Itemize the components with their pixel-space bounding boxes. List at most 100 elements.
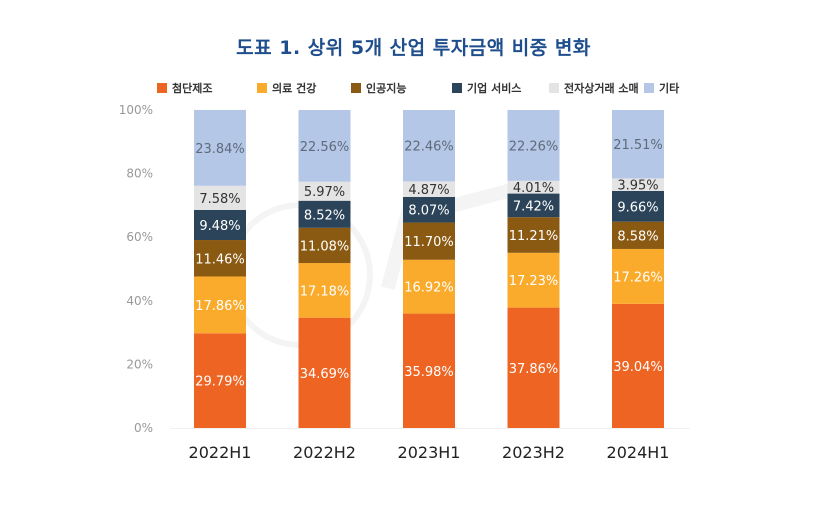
bar-segment [298,227,351,264]
data-label: 8.52% [304,208,345,223]
legend-swatch [452,83,462,93]
legend-swatch [644,83,654,93]
y-tick-label: 0% [134,421,153,435]
data-label: 39.04% [613,360,663,375]
data-label: 5.97% [304,185,345,200]
data-label: 17.18% [300,284,350,299]
x-axis: 2022H1 2022H2 2023H1 2023H2 2024H1 [189,443,670,462]
legend-label: 전자상거래 소매 [564,82,639,95]
x-tick-label: 2022H2 [293,443,356,462]
bar-segment [194,276,246,334]
legend-swatch [157,83,167,93]
data-label: 17.23% [509,274,559,289]
bar-segment [507,252,560,308]
x-tick-label: 2024H1 [607,443,670,462]
bar-segment [403,181,455,197]
bar-segment [612,190,664,222]
data-label: 7.42% [513,199,554,214]
bar-segment [507,307,560,428]
bar-segment [612,248,664,304]
bar-stack: 39.04% 17.26% 8.58% 9.66% 3.95% 21.51% [612,110,664,428]
legend-swatch [549,83,559,93]
data-label: 11.21% [509,229,559,244]
data-label: 3.95% [617,179,658,194]
y-tick-label: 60% [126,230,153,244]
bar-segment [612,178,664,191]
bar-segment [403,222,455,260]
bar-segment [298,263,351,318]
bar-segment [298,110,351,182]
data-label: 29.79% [195,375,245,390]
bar-segment [403,313,455,428]
bar-segment [298,200,351,228]
legend-item-enterprise-services: 기업 서비스 [452,80,521,96]
data-label: 4.01% [513,181,554,196]
bars: 29.79% 17.86% 11.46% 9.48% 7.58% 23.84% 34.69%… [194,109,664,428]
bar-segment [194,185,246,210]
data-label: 11.70% [404,235,454,250]
legend-item-ai: 인공지능 [351,80,406,96]
bar-stack: 35.98% 16.92% 11.70% 8.07% 4.87% 22.46% [403,110,455,428]
legend-label: 기타 [659,82,680,95]
data-label: 22.46% [404,140,454,155]
bar-segment [298,181,351,201]
data-label: 7.58% [199,192,240,207]
data-label: 35.98% [404,365,454,380]
bar-segment [194,109,246,186]
data-label: 34.69% [300,367,350,382]
data-label: 8.07% [408,204,449,219]
y-tick-label: 100% [119,103,153,117]
legend-label: 인공지능 [366,82,407,95]
x-tick-label: 2022H1 [189,443,252,462]
legend-label: 기업 서비스 [467,82,522,95]
bar-stack: 29.79% 17.86% 11.46% 9.48% 7.58% 23.84% [194,109,246,428]
bar-segment [403,196,455,223]
bar-stack: 34.69% 17.18% 11.08% 8.52% 5.97% 22.56% [298,110,351,428]
legend-label: 첨단제조 [172,82,213,95]
bar-stack: 37.86% 17.23% 11.21% 7.42% 4.01% 22.26% [507,110,560,428]
data-label: 37.86% [509,362,559,377]
y-axis: 0% 20% 40% 60% 80% 100% [119,103,153,435]
y-tick-label: 20% [126,357,153,371]
bar-segment [194,333,246,428]
legend-label: 의료 건강 [272,82,317,95]
bar-segment [403,259,455,314]
bar-segment [507,110,560,181]
data-label: 17.86% [195,299,245,314]
chart-title: 도표 1. 상위 5개 산업 투자금액 비중 변화 [236,37,591,59]
chart-legend: 첨단제조 의료 건강 인공지능 기업 서비스 전자상거래 소매 기타 [0,80,827,96]
bar-segment [612,110,664,179]
bar-segment [194,209,246,241]
bar-segment [403,110,455,182]
data-label: 23.84% [195,142,245,157]
data-label: 11.46% [195,252,245,267]
bar-segment [507,193,560,218]
x-tick-label: 2023H1 [398,443,461,462]
y-tick-label: 40% [126,294,153,308]
legend-item-other: 기타 [644,80,679,96]
data-label: 17.26% [613,270,663,285]
data-label: 22.26% [509,139,559,154]
data-label: 4.87% [408,183,449,198]
bar-segment [612,221,664,249]
watermark [227,178,531,348]
data-label: 21.51% [613,138,663,153]
legend-item-healthcare: 의료 건강 [257,80,316,96]
bar-segment [612,303,664,428]
bar-segment [298,317,351,428]
data-label: 11.08% [300,239,350,254]
data-label: 22.56% [300,140,350,155]
x-tick-label: 2023H2 [502,443,565,462]
y-tick-label: 80% [126,167,153,181]
legend-swatch [351,83,361,93]
legend-item-advanced-manufacturing: 첨단제조 [157,80,212,96]
bar-segment [194,240,246,277]
legend-item-ecommerce-retail: 전자상거래 소매 [549,80,639,96]
data-label: 8.58% [617,229,658,244]
legend-swatch [257,83,267,93]
data-label: 9.48% [199,219,240,234]
data-label: 16.92% [404,281,454,296]
data-label: 9.66% [617,200,658,215]
bar-segment [507,217,560,253]
